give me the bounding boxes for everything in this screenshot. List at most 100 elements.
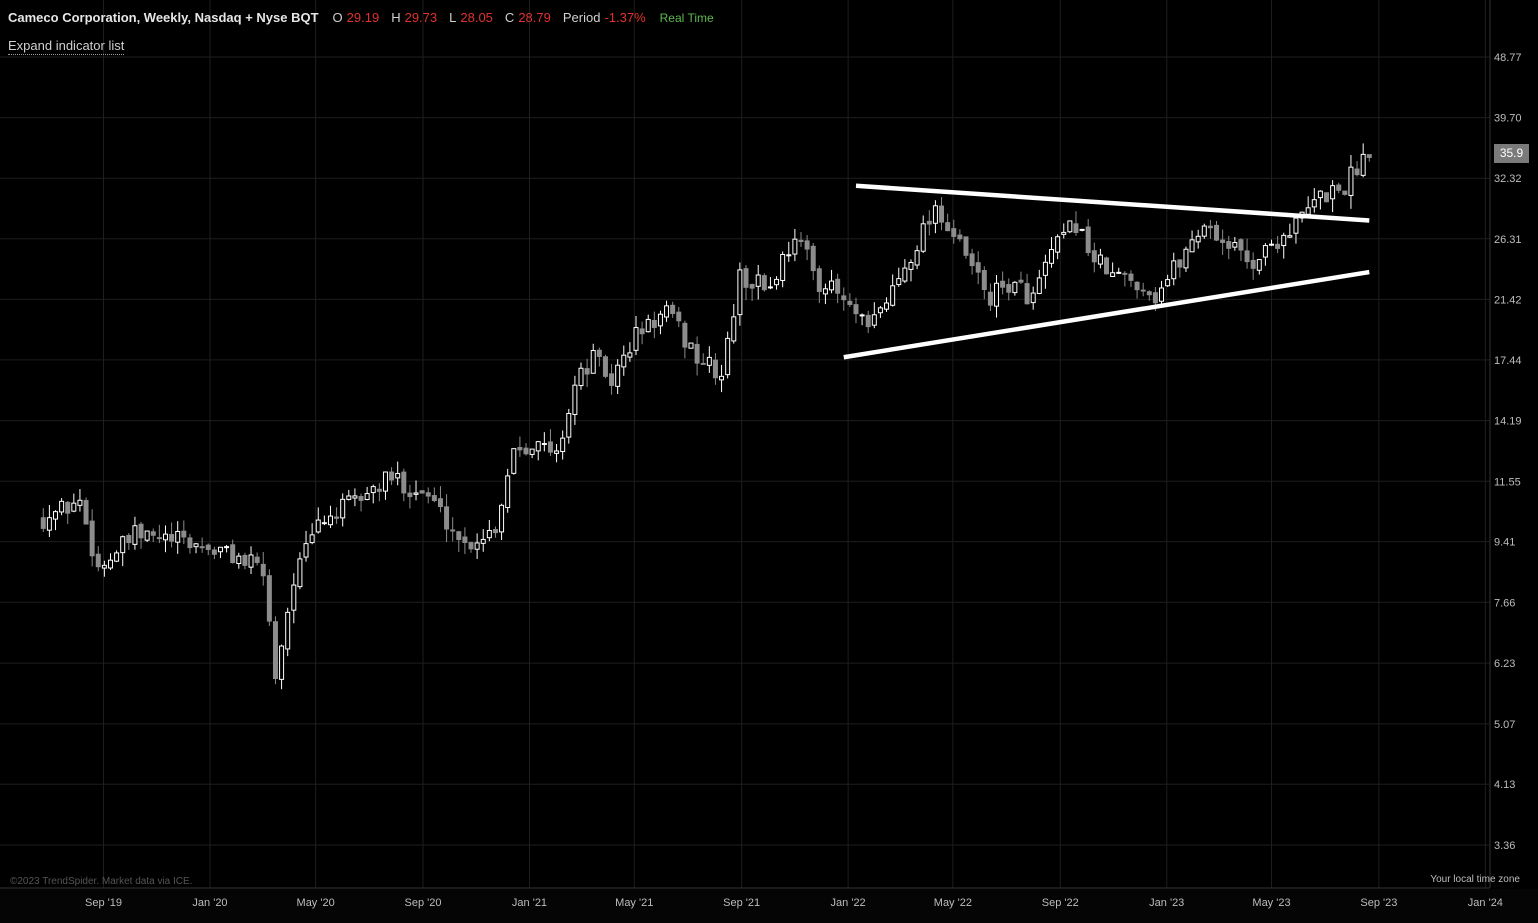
candle-body: [804, 240, 810, 250]
candle-body: [596, 349, 602, 357]
trendlines[interactable]: [843, 183, 1370, 360]
candle-body: [1311, 199, 1317, 208]
candle-body: [847, 300, 853, 305]
y-tick-label: 17.44: [1494, 355, 1522, 367]
candle-body: [554, 450, 560, 454]
candle-body: [780, 253, 786, 281]
candle-body: [578, 367, 584, 387]
candle-body: [639, 328, 645, 335]
x-tick-label: Sep '23: [1360, 897, 1397, 909]
candle-body: [101, 564, 107, 569]
candle-body: [926, 220, 932, 225]
candle-body: [1342, 190, 1348, 195]
candle-body: [853, 304, 859, 315]
candle-body: [1262, 245, 1268, 258]
symbol-title[interactable]: Cameco Corporation, Weekly, Nasdaq + Nys…: [8, 10, 319, 25]
candle-body: [822, 288, 828, 295]
candle-body: [511, 448, 517, 474]
low-value: 28.05: [460, 10, 493, 25]
candle-body: [1097, 254, 1103, 265]
candle-body: [706, 356, 712, 366]
candle-body: [364, 493, 370, 500]
candle-body: [529, 448, 535, 455]
candle-body: [645, 318, 651, 333]
candle-body: [969, 253, 975, 267]
candle-body: [719, 375, 725, 381]
candle-body: [407, 492, 413, 498]
candle-body: [609, 373, 615, 386]
candle-body: [1269, 243, 1275, 246]
candle-body: [468, 542, 474, 550]
candle-body: [914, 250, 920, 266]
candle-body: [242, 554, 248, 566]
candle-body: [1079, 228, 1085, 231]
candle-body: [615, 364, 621, 387]
candle-body: [181, 530, 187, 538]
candle-body: [1171, 260, 1177, 280]
x-tick-label: Jan '20: [192, 897, 227, 909]
candle-body: [774, 278, 780, 286]
candle-body: [156, 537, 162, 540]
candle-body: [431, 495, 437, 502]
candle-body: [1232, 242, 1238, 248]
candle-body: [829, 280, 835, 291]
candle-body: [382, 471, 388, 492]
candle-body: [1275, 243, 1281, 249]
y-tick-label: 21.42: [1494, 294, 1522, 306]
trendline-upper[interactable]: [855, 183, 1370, 223]
candle-body: [1091, 250, 1097, 263]
x-tick-label: Jan '24: [1468, 897, 1503, 909]
chart-grid: [0, 0, 1490, 888]
candle-body: [1305, 207, 1311, 215]
candle-body: [144, 530, 150, 541]
expand-indicator-list-link[interactable]: Expand indicator list: [8, 38, 125, 55]
candle-body: [1159, 287, 1165, 302]
x-tick-label: May '21: [615, 897, 653, 909]
candle-body: [1073, 223, 1079, 233]
candle-body: [217, 546, 223, 553]
candle-body: [480, 538, 486, 544]
candle-body: [401, 471, 407, 494]
candle-body: [670, 304, 676, 315]
trendline-lower[interactable]: [843, 269, 1370, 360]
candle-body: [52, 511, 58, 520]
y-tick-label: 9.41: [1494, 537, 1515, 549]
candle-body: [1030, 292, 1036, 304]
candle-body: [46, 517, 52, 531]
candle-body: [291, 584, 297, 611]
low-label: L: [449, 10, 457, 25]
candle-body: [1134, 281, 1140, 291]
candle-body: [474, 542, 480, 550]
candle-body: [1189, 239, 1195, 253]
y-tick-label: 39.70: [1494, 113, 1522, 125]
candle-body: [1366, 154, 1372, 158]
candle-body: [370, 486, 376, 494]
candle-body: [694, 343, 700, 364]
candle-body: [1146, 291, 1152, 296]
candle-body: [535, 441, 541, 452]
candle-body: [664, 305, 670, 318]
candle-body: [890, 285, 896, 306]
y-tick-label: 7.66: [1494, 597, 1515, 609]
candle-body: [297, 558, 303, 588]
candle-body: [1122, 272, 1128, 275]
candle-body: [1024, 283, 1030, 305]
candle-body: [584, 368, 590, 375]
open-value: 29.19: [346, 10, 380, 25]
current-price-tag: 35.9: [1494, 144, 1529, 163]
timezone-label[interactable]: Your local time zone: [1430, 874, 1520, 885]
candle-body: [193, 543, 199, 548]
candle-body: [859, 314, 865, 317]
candle-body: [1104, 257, 1110, 275]
candle-body: [682, 322, 688, 348]
candle-body: [761, 275, 767, 291]
candle-body: [95, 553, 101, 568]
close-label: C: [504, 10, 515, 25]
candle-body: [132, 525, 138, 545]
realtime-badge: Real Time: [659, 11, 714, 25]
candle-body: [1238, 239, 1244, 251]
candle-body: [444, 506, 450, 530]
candle-body: [107, 559, 113, 569]
